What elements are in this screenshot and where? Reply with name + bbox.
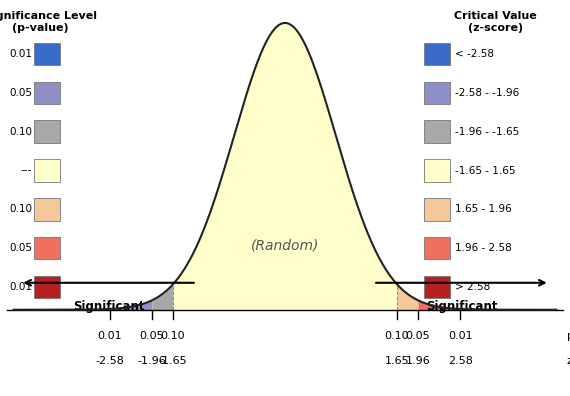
Bar: [34, 276, 60, 298]
Bar: [424, 276, 450, 298]
Text: z-scores: z-scores: [567, 356, 570, 366]
Text: p-values: p-values: [567, 331, 570, 341]
Text: -1.96 - -1.65: -1.96 - -1.65: [455, 127, 519, 137]
Text: 0.10: 0.10: [161, 331, 185, 341]
Bar: [424, 120, 450, 143]
Bar: [34, 43, 60, 65]
Bar: [424, 159, 450, 182]
Text: -1.96: -1.96: [137, 356, 166, 366]
Text: -2.58: -2.58: [96, 356, 124, 366]
Bar: [424, 237, 450, 259]
Text: -1.65: -1.65: [158, 356, 188, 366]
Text: 0.01: 0.01: [448, 331, 473, 341]
Text: -1.65 - 1.65: -1.65 - 1.65: [455, 166, 515, 175]
Text: 0.01: 0.01: [9, 49, 32, 59]
Text: 0.10: 0.10: [9, 127, 32, 137]
Text: Significant: Significant: [73, 300, 144, 313]
Text: (Random): (Random): [251, 238, 319, 252]
Text: 0.05: 0.05: [9, 243, 32, 253]
Bar: [34, 237, 60, 259]
Bar: [34, 159, 60, 182]
Text: 0.05: 0.05: [9, 88, 32, 98]
Bar: [424, 198, 450, 221]
Text: 0.10: 0.10: [385, 331, 409, 341]
Bar: [34, 198, 60, 221]
Bar: [34, 82, 60, 104]
Text: 1.96 - 2.58: 1.96 - 2.58: [455, 243, 511, 253]
Bar: [424, 43, 450, 65]
Text: Critical Value
(z-score): Critical Value (z-score): [454, 11, 537, 33]
Text: 0.05: 0.05: [140, 331, 164, 341]
Text: 1.65: 1.65: [385, 356, 409, 366]
Text: 1.96: 1.96: [406, 356, 430, 366]
Text: < -2.58: < -2.58: [455, 49, 494, 59]
Text: 0.01: 0.01: [9, 282, 32, 292]
Text: 0.10: 0.10: [9, 204, 32, 214]
Bar: [34, 120, 60, 143]
Text: 0.01: 0.01: [97, 331, 122, 341]
Bar: [424, 82, 450, 104]
Text: ---: ---: [21, 166, 32, 175]
Text: > 2.58: > 2.58: [455, 282, 490, 292]
Text: 2.58: 2.58: [447, 356, 473, 366]
Text: 1.65 - 1.96: 1.65 - 1.96: [455, 204, 511, 214]
Text: Significant: Significant: [426, 300, 497, 313]
Text: -2.58 - -1.96: -2.58 - -1.96: [455, 88, 519, 98]
Text: Significance Level
(p-value): Significance Level (p-value): [0, 11, 97, 33]
Text: 0.05: 0.05: [406, 331, 430, 341]
